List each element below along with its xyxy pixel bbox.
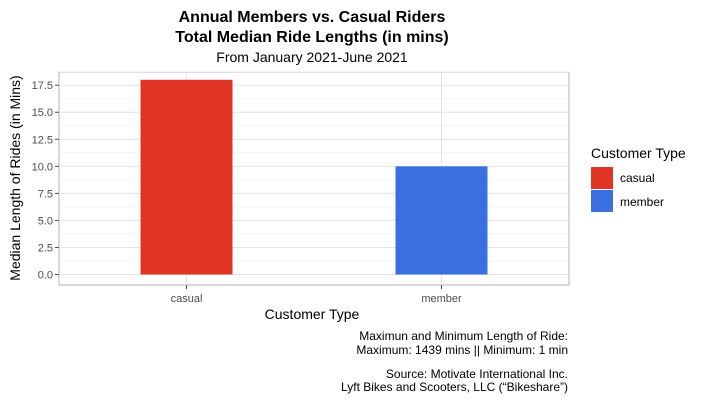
y-tick-label: 0.0 xyxy=(38,270,53,282)
caption-line-2: Maximum: 1439 mins || Minimum: 1 min xyxy=(356,343,568,357)
bars xyxy=(140,79,488,275)
y-tick-label: 7.5 xyxy=(38,188,53,200)
y-tick-label: 12.5 xyxy=(32,134,53,146)
bar-casual xyxy=(140,79,233,275)
chart-title-line-1: Annual Members vs. Casual Riders xyxy=(179,9,446,26)
x-tick-label-casual: casual xyxy=(171,293,203,305)
caption-line-5: Lyft Bikes and Scooters, LLC (“Bikeshare… xyxy=(341,380,568,394)
legend-swatch-casual xyxy=(591,167,613,189)
y-axis-title: Median Length of Rides (in Mins) xyxy=(7,75,23,280)
y-tick-label: 10.0 xyxy=(32,161,53,173)
caption-line-4: Source: Motivate International Inc. xyxy=(386,367,568,381)
y-tick-label: 17.5 xyxy=(32,80,53,92)
x-axis-title: Customer Type xyxy=(265,306,360,322)
chart-title-line-2: Total Median Ride Lengths (in mins) xyxy=(175,29,448,46)
y-axis-ticks: 0.0 2.5 5.0 7.5 10.0 12.5 15.0 17.5 xyxy=(32,80,59,282)
chart-subtitle: From January 2021-June 2021 xyxy=(216,49,408,65)
legend-label-member: member xyxy=(620,195,664,209)
y-tick-label: 2.5 xyxy=(38,242,53,254)
caption: Maximun and Minimum Length of Ride: Maxi… xyxy=(341,329,568,394)
caption-line-1: Maximun and Minimum Length of Ride: xyxy=(359,329,568,343)
bar-member xyxy=(395,166,488,275)
legend: Customer Type casual member xyxy=(591,145,686,212)
y-tick-label: 5.0 xyxy=(38,215,53,227)
plot-panel xyxy=(58,71,570,286)
legend-title: Customer Type xyxy=(591,145,686,161)
legend-label-casual: casual xyxy=(620,171,655,185)
x-axis-ticks: casual member xyxy=(171,285,462,305)
x-tick-label-member: member xyxy=(421,293,462,305)
y-tick-label: 15.0 xyxy=(32,107,53,119)
legend-swatch-member xyxy=(591,190,613,212)
